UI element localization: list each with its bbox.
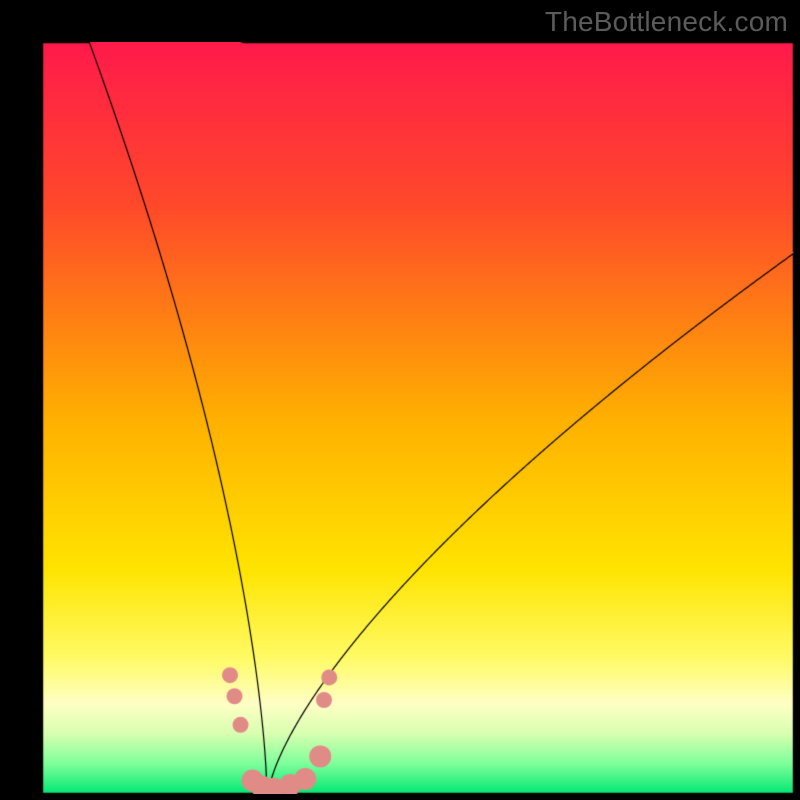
watermark-text: TheBottleneck.com [545,6,788,38]
plot-area [42,42,794,794]
chart-canvas [42,42,794,794]
chart-root: TheBottleneck.com [0,0,800,800]
